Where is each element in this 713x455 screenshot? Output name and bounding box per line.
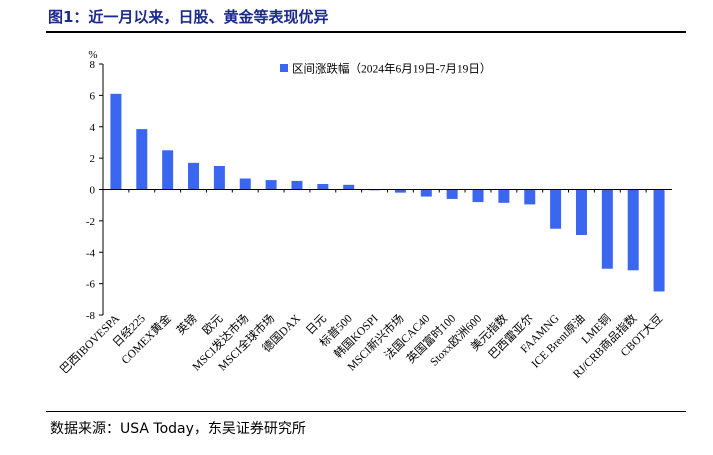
- bars: [110, 93, 665, 292]
- source-note: 数据来源：USA Today，东吴证券研究所: [50, 421, 306, 437]
- y-tick-label: 6: [90, 90, 96, 102]
- y-tick-label: 0: [90, 185, 96, 197]
- bar: [162, 150, 174, 190]
- bar: [653, 189, 665, 292]
- y-tick-label: 8: [90, 59, 96, 71]
- bar: [213, 165, 225, 190]
- bar: [601, 189, 613, 269]
- y-tick-label: -6: [86, 279, 96, 291]
- bar: [394, 189, 406, 193]
- bar: [472, 189, 484, 203]
- bar: [550, 189, 562, 229]
- bar: [291, 180, 303, 190]
- y-tick-label: -4: [86, 247, 96, 259]
- legend: 区间涨跌幅（2024年6月19日-7月19日）: [280, 62, 491, 76]
- y-tick-label: -2: [86, 216, 95, 228]
- bar: [524, 189, 536, 205]
- x-tick-label: 英镑: [173, 311, 199, 337]
- bar: [136, 129, 148, 190]
- bar: [446, 189, 458, 199]
- bar: [627, 189, 639, 271]
- bar: [420, 189, 432, 197]
- legend-swatch: [280, 64, 288, 72]
- title-rule: [46, 31, 686, 33]
- figure-title: 图1：近一月以来，日股、黄金等表现优异: [48, 8, 329, 26]
- y-tick-label: -8: [86, 310, 96, 322]
- bar: [188, 162, 200, 190]
- bar: [265, 180, 277, 190]
- y-axis-unit: %: [88, 49, 97, 61]
- y-axis: -8 -6 -4 -2 0 2 4 6 8: [86, 59, 104, 322]
- bar: [498, 189, 510, 203]
- bar: [110, 93, 122, 190]
- bar: [575, 189, 587, 235]
- y-tick-label: 4: [90, 122, 96, 134]
- bar: [343, 184, 355, 190]
- y-tick-label: 2: [90, 153, 96, 165]
- legend-label: 区间涨跌幅（2024年6月19日-7月19日）: [292, 62, 491, 76]
- source-rule: [46, 411, 686, 412]
- bar: [239, 178, 251, 190]
- bar: [317, 184, 329, 190]
